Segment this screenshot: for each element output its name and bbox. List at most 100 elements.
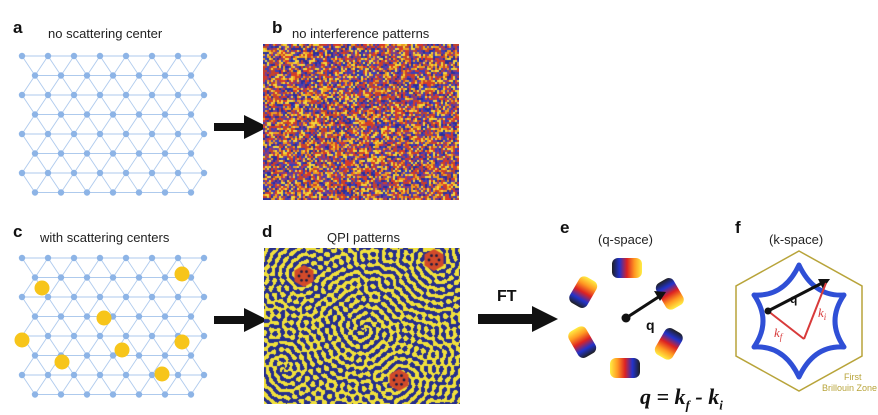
lattice-no-scatterer bbox=[18, 52, 208, 196]
lattice-bond bbox=[21, 153, 36, 174]
lattice-bond bbox=[99, 153, 114, 174]
lattice-bond bbox=[164, 374, 179, 395]
lattice-atom bbox=[200, 293, 208, 301]
lattice-atom bbox=[187, 111, 195, 118]
scattering-center bbox=[174, 266, 190, 282]
lattice-bond bbox=[138, 133, 153, 154]
lattice-bond bbox=[34, 296, 49, 317]
lattice-bond bbox=[151, 277, 166, 298]
lattice-atom bbox=[148, 332, 156, 340]
lattice-bond bbox=[99, 355, 114, 376]
lattice-atom bbox=[187, 391, 195, 398]
lattice-bond bbox=[164, 316, 179, 337]
lattice-bond bbox=[86, 355, 101, 376]
lattice-bond bbox=[73, 114, 88, 135]
lattice-bond bbox=[99, 296, 114, 317]
lattice-bond bbox=[21, 316, 36, 337]
lattice-atom bbox=[31, 189, 39, 196]
lattice-atom bbox=[148, 169, 156, 177]
lattice-atom bbox=[83, 313, 91, 320]
lattice-bond bbox=[34, 55, 49, 76]
lattice-bond bbox=[60, 94, 75, 115]
lattice-atom bbox=[31, 150, 39, 157]
lattice-bond bbox=[47, 257, 62, 278]
lattice-atom bbox=[57, 72, 65, 79]
lattice-atom bbox=[187, 352, 195, 359]
lattice-atom bbox=[44, 371, 52, 379]
lattice-bond bbox=[125, 257, 140, 278]
lattice-atom bbox=[70, 91, 78, 99]
lattice-atom bbox=[174, 91, 182, 99]
lattice-bond bbox=[73, 355, 88, 376]
zone-label-line1: First bbox=[844, 372, 862, 382]
panel-f-title: (k-space) bbox=[769, 232, 824, 247]
scattering-center bbox=[14, 332, 30, 348]
lattice-atom bbox=[83, 72, 91, 79]
lattice-atom bbox=[200, 169, 208, 177]
arrow-c-to-d bbox=[214, 308, 268, 332]
lattice-atom bbox=[57, 111, 65, 118]
lattice-bond bbox=[21, 94, 36, 115]
lattice-atom bbox=[122, 130, 130, 138]
lattice-bond bbox=[164, 277, 179, 298]
lattice-atom bbox=[18, 254, 26, 262]
lattice-atom bbox=[31, 352, 39, 359]
lattice-bond bbox=[34, 374, 49, 395]
equation-sub-i: i bbox=[719, 397, 723, 413]
lattice-bond bbox=[60, 55, 75, 76]
lattice-bond bbox=[86, 296, 101, 317]
q-space-plot: q bbox=[568, 258, 684, 378]
lattice-atom bbox=[161, 111, 169, 118]
lattice-atom bbox=[122, 371, 130, 379]
lattice-bond bbox=[177, 355, 192, 376]
lattice-atom bbox=[57, 391, 65, 398]
lattice-atom bbox=[135, 391, 143, 398]
lattice-bond bbox=[151, 316, 166, 337]
lattice-bond bbox=[190, 296, 205, 317]
lattice-atom bbox=[44, 293, 52, 301]
lattice-atom bbox=[122, 332, 130, 340]
lattice-atom bbox=[83, 150, 91, 157]
lattice-bond bbox=[151, 172, 166, 193]
lattice-bond bbox=[60, 316, 75, 337]
lattice-bond bbox=[47, 172, 62, 193]
lattice-atom bbox=[83, 111, 91, 118]
lattice-atom bbox=[44, 254, 52, 262]
lattice-bond bbox=[47, 114, 62, 135]
lattice-bond bbox=[138, 257, 153, 278]
lattice-bond bbox=[99, 75, 114, 96]
panel-a-title: no scattering center bbox=[48, 26, 163, 41]
lattice-bond bbox=[34, 114, 49, 135]
lattice-atom bbox=[148, 254, 156, 262]
lattice-atom bbox=[161, 189, 169, 196]
lattice-atom bbox=[135, 111, 143, 118]
lattice-bond bbox=[151, 114, 166, 135]
lattice-atom bbox=[83, 189, 91, 196]
lattice-atom bbox=[200, 254, 208, 262]
lattice-bond bbox=[73, 94, 88, 115]
lattice-atom bbox=[109, 150, 117, 157]
scattering-center bbox=[174, 334, 190, 350]
lattice-bond bbox=[73, 374, 88, 395]
lattice-bond bbox=[177, 94, 192, 115]
lattice-atom bbox=[135, 72, 143, 79]
lattice-atom bbox=[200, 52, 208, 60]
lattice-bond bbox=[190, 257, 205, 278]
lattice-bond bbox=[151, 153, 166, 174]
lattice-bond bbox=[60, 374, 75, 395]
lattice-bond bbox=[164, 172, 179, 193]
lattice-bond bbox=[21, 257, 36, 278]
arrow-a-to-b bbox=[214, 115, 268, 139]
lattice-bond bbox=[164, 355, 179, 376]
lattice-bond bbox=[138, 296, 153, 317]
lattice-bond bbox=[177, 277, 192, 298]
lattice-bond bbox=[190, 355, 205, 376]
lattice-bond bbox=[86, 75, 101, 96]
panel-c-title: with scattering centers bbox=[40, 230, 170, 245]
lattice-bond bbox=[112, 374, 127, 395]
lattice-bond bbox=[190, 153, 205, 174]
lattice-bond bbox=[73, 75, 88, 96]
lattice-atom bbox=[18, 169, 26, 177]
lattice-bond bbox=[151, 257, 166, 278]
q-label-k-space: q bbox=[790, 292, 797, 306]
